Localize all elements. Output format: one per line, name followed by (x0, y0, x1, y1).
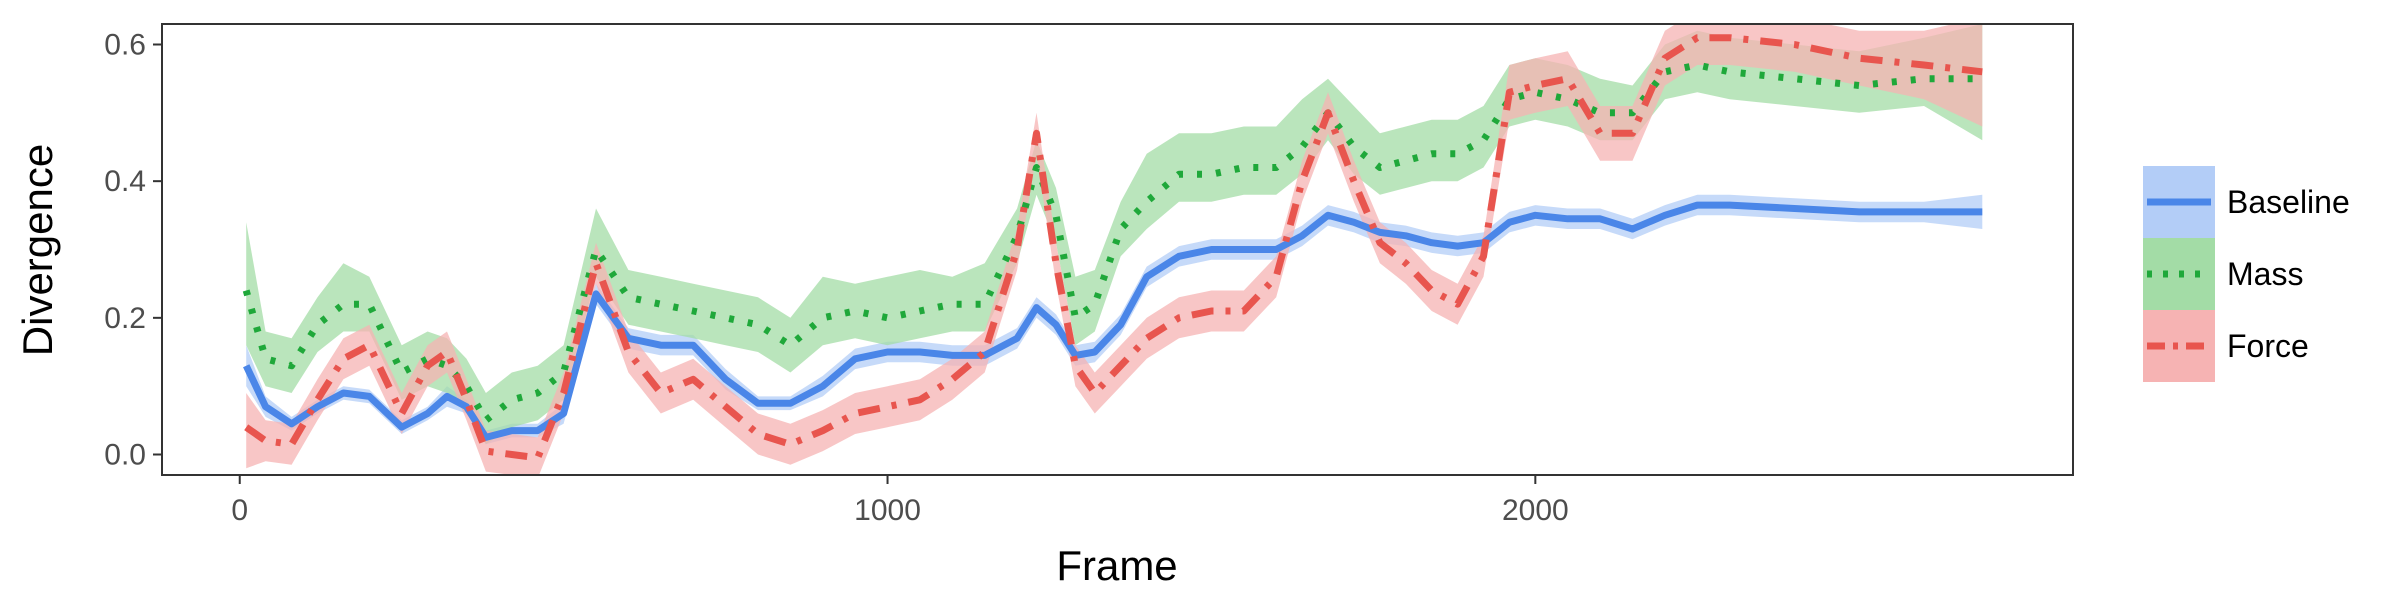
y-axis-title: Divergence (14, 144, 61, 356)
x-tick-label: 0 (231, 494, 248, 527)
x-axis: 0 1000 2000 (231, 475, 1569, 527)
legend-label-baseline: Baseline (2227, 184, 2350, 220)
y-tick-label: 0.4 (104, 165, 146, 198)
x-axis-title: Frame (1056, 542, 1177, 589)
x-tick-label: 1000 (854, 494, 921, 527)
legend-label-force: Force (2227, 328, 2309, 364)
legend: Baseline Mass Force (2143, 166, 2350, 382)
series-lines (242, 34, 1983, 462)
y-tick-label: 0.2 (104, 302, 146, 335)
y-axis: 0.0 0.2 0.4 0.6 (104, 29, 162, 472)
x-tick-label: 2000 (1502, 494, 1569, 527)
mass-band (246, 24, 1983, 445)
legend-label-mass: Mass (2227, 256, 2303, 292)
plot-border (161, 23, 2074, 476)
y-tick-label: 0.6 (104, 29, 146, 62)
force-band (246, 24, 1983, 475)
y-tick-label: 0.0 (104, 439, 146, 472)
force-line (244, 34, 1983, 462)
